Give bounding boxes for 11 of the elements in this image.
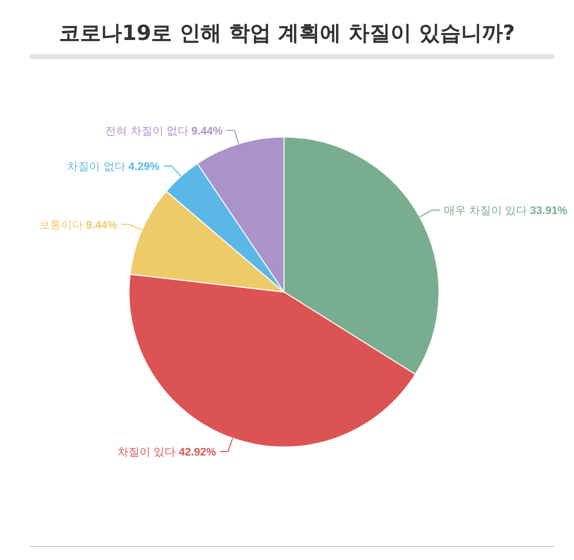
slice-label: 매우 차질이 있다: [444, 205, 530, 218]
slice-label: 전혀 차질이 없다: [105, 125, 192, 138]
slice-label: 차질이 없다: [67, 160, 128, 173]
data-label: 9.44%: [191, 125, 223, 138]
slice-label: 보통이다: [38, 219, 86, 232]
data-label: 42.92%: [178, 446, 216, 458]
data-label: 4.29%: [128, 160, 160, 173]
slice-label: 차질이 있다: [118, 446, 179, 458]
data-label: 33.91%: [530, 205, 568, 218]
data-label: 9.44%: [86, 219, 118, 232]
chart-title: 코로나19로 인해 학업 계획에 차질이 있습니까?: [59, 21, 515, 45]
